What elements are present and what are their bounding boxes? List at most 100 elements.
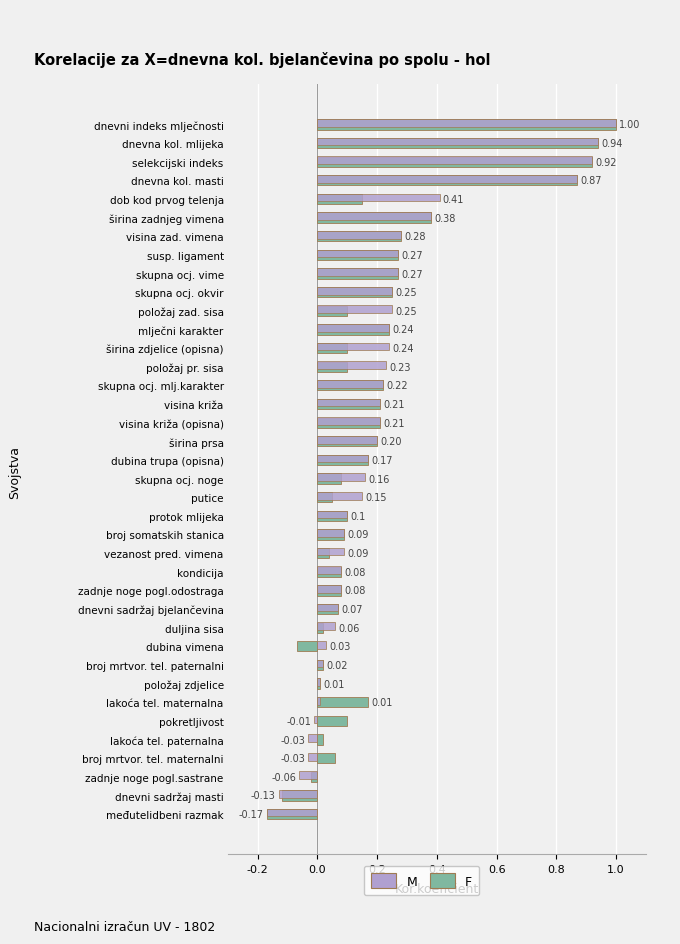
Legend: M, F: M, F (364, 866, 479, 895)
Text: 0.20: 0.20 (380, 437, 402, 447)
Bar (318, 344, 347, 354)
Bar (318, 269, 398, 277)
Text: 0.21: 0.21 (383, 399, 405, 410)
Text: 0.01: 0.01 (324, 679, 345, 689)
Bar (318, 679, 320, 686)
Bar (318, 139, 598, 149)
Bar (318, 660, 324, 670)
Bar (318, 530, 344, 540)
Bar (309, 753, 318, 761)
Bar (318, 288, 392, 298)
Bar (318, 306, 392, 313)
Text: 0.01: 0.01 (371, 698, 392, 707)
Bar (318, 325, 389, 332)
Text: 0.15: 0.15 (365, 493, 387, 502)
Text: 0.94: 0.94 (601, 139, 623, 149)
Text: 0.07: 0.07 (341, 604, 363, 615)
Text: 0.38: 0.38 (434, 213, 456, 224)
Bar (311, 772, 318, 783)
Bar (318, 436, 377, 445)
Bar (318, 362, 386, 370)
Bar (318, 660, 324, 667)
Bar (279, 790, 318, 798)
Text: 0.1: 0.1 (350, 512, 366, 521)
Text: -0.06: -0.06 (271, 772, 296, 782)
Bar (267, 809, 318, 819)
Bar (318, 307, 347, 316)
Bar (318, 418, 380, 426)
Text: 0.28: 0.28 (404, 232, 426, 242)
Bar (318, 399, 380, 410)
Bar (296, 642, 318, 651)
Text: 0.25: 0.25 (395, 307, 417, 316)
Bar (318, 623, 324, 633)
Bar (318, 474, 365, 481)
Bar (318, 231, 401, 240)
Bar (318, 511, 347, 521)
Bar (318, 157, 592, 165)
Bar (318, 213, 431, 224)
X-axis label: Kor.koeficient: Kor.koeficient (395, 883, 479, 895)
Text: 0.21: 0.21 (383, 418, 405, 429)
Bar (318, 380, 383, 391)
Bar (282, 790, 318, 801)
Bar (318, 250, 398, 261)
Bar (318, 585, 341, 596)
Text: 0.09: 0.09 (347, 548, 369, 559)
Text: -0.03: -0.03 (281, 753, 305, 764)
Bar (318, 120, 616, 130)
Text: -0.03: -0.03 (281, 734, 305, 745)
Text: 0.08: 0.08 (344, 586, 366, 596)
Text: 0.22: 0.22 (386, 381, 408, 391)
Bar (318, 604, 339, 615)
Text: 0.08: 0.08 (344, 567, 366, 577)
Bar (318, 455, 368, 463)
Bar (318, 679, 320, 689)
Text: -0.01: -0.01 (286, 716, 311, 726)
Bar (318, 158, 592, 168)
Text: 0.27: 0.27 (401, 250, 423, 261)
Text: 0.02: 0.02 (326, 660, 348, 670)
Bar (309, 734, 318, 742)
Bar (318, 139, 598, 146)
Text: -0.17: -0.17 (239, 809, 264, 819)
Bar (318, 288, 392, 295)
Bar (318, 548, 329, 559)
Bar (318, 399, 380, 407)
Bar (318, 269, 398, 279)
Bar (318, 380, 383, 388)
Bar (318, 585, 341, 593)
Bar (318, 362, 347, 373)
Bar (318, 176, 577, 183)
Bar (318, 176, 577, 186)
Bar (314, 716, 318, 723)
Text: 0.09: 0.09 (347, 530, 369, 540)
Text: 0.24: 0.24 (392, 344, 413, 354)
Bar (318, 604, 339, 612)
Bar (318, 455, 368, 465)
Bar (318, 194, 362, 205)
Bar (318, 623, 335, 631)
Bar (267, 809, 318, 817)
Bar (318, 418, 380, 429)
Text: -0.13: -0.13 (251, 791, 275, 801)
Text: 0.92: 0.92 (595, 158, 617, 167)
Bar (318, 213, 431, 221)
Bar (318, 548, 344, 556)
Text: 0.41: 0.41 (443, 194, 464, 205)
Bar (318, 232, 401, 242)
Bar (318, 716, 347, 726)
Bar (318, 493, 333, 503)
Text: 0.03: 0.03 (329, 642, 351, 651)
Text: 0.24: 0.24 (392, 325, 413, 335)
Bar (318, 250, 398, 258)
Text: 0.87: 0.87 (580, 177, 602, 186)
Text: 0.16: 0.16 (368, 474, 390, 484)
Bar (318, 753, 335, 764)
Bar (318, 567, 341, 578)
Bar (318, 437, 377, 447)
Text: 0.25: 0.25 (395, 288, 417, 298)
Text: Korelacije za X=dnevna kol. bjelančevina po spolu - hol: Korelacije za X=dnevna kol. bjelančevina… (34, 52, 490, 68)
Bar (299, 771, 318, 780)
Bar (318, 493, 362, 500)
